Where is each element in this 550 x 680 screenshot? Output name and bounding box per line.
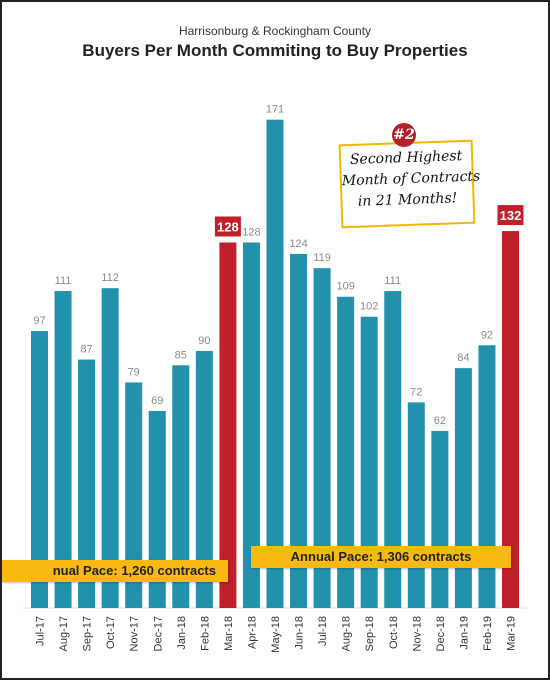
value-label-mar-19: 132 <box>500 208 522 223</box>
bar-jul-17 <box>31 331 48 608</box>
x-tick-label-nov-17: Nov-17 <box>129 616 141 651</box>
bar-sep-18 <box>360 316 378 608</box>
bar-feb-18 <box>195 351 213 608</box>
callout-note: Second Highest Month of Contracts in 21 … <box>338 139 480 229</box>
value-label-jun-18: 124 <box>289 238 307 250</box>
x-tick-label-dec-18: Dec-18 <box>435 616 447 651</box>
x-tick-label-feb-19: Feb-19 <box>482 616 494 651</box>
value-label-feb-18: 90 <box>198 335 210 347</box>
bar-mar-19 <box>502 231 519 609</box>
bar-mar-18 <box>219 242 237 608</box>
value-label-sep-18: 102 <box>360 301 378 313</box>
value-label-aug-17: 111 <box>55 275 72 287</box>
bar-aug-17 <box>54 291 72 608</box>
annual-pace-text-2017: nual Pace: 1,260 contracts <box>52 563 216 578</box>
value-badge-mar-18 <box>214 216 241 237</box>
bar-may-18 <box>266 119 284 608</box>
bar-apr-18 <box>242 242 260 608</box>
x-tick-label-jul-17: Jul-17 <box>35 616 47 646</box>
annual-pace-label-2017: nual Pace: 1,260 contracts <box>2 560 228 582</box>
x-tick-label-aug-18: Aug-18 <box>341 616 353 651</box>
value-badge-mar-19 <box>497 205 524 226</box>
value-label-nov-17: 79 <box>128 366 140 378</box>
value-label-sep-17: 87 <box>80 344 92 356</box>
x-tick-label-apr-18: Apr-18 <box>246 616 258 649</box>
value-label-nov-18: 72 <box>410 386 422 398</box>
x-tick-label-nov-18: Nov-18 <box>411 616 423 651</box>
chart-title: Buyers Per Month Commiting to Buy Proper… <box>82 41 468 60</box>
bar-jan-19 <box>454 368 472 608</box>
bar-jan-18 <box>172 365 190 608</box>
x-tick-label-jul-18: Jul-18 <box>317 616 329 646</box>
value-label-jul-18: 119 <box>313 252 331 264</box>
x-tick-label-mar-18: Mar-18 <box>223 616 235 651</box>
value-label-dec-18: 62 <box>434 415 446 427</box>
value-label-oct-18: 111 <box>384 275 401 287</box>
value-label-may-18: 171 <box>266 104 284 116</box>
value-label-apr-18: 128 <box>242 226 260 238</box>
x-tick-label-oct-18: Oct-18 <box>388 616 400 649</box>
value-label-jan-19: 84 <box>457 352 469 364</box>
bar-oct-18 <box>384 291 402 608</box>
x-tick-label-feb-18: Feb-18 <box>199 616 211 651</box>
value-label-jul-17: 97 <box>33 315 45 327</box>
x-tick-label-may-18: May-18 <box>270 616 282 653</box>
bar-dec-17 <box>148 410 166 608</box>
x-tick-label-jan-19: Jan-19 <box>458 616 470 650</box>
bar-jun-18 <box>290 253 308 608</box>
bar-aug-18 <box>337 296 355 608</box>
value-label-oct-17: 112 <box>101 272 119 284</box>
annual-pace-label-2018: Annual Pace: 1,306 contracts <box>251 546 511 568</box>
value-label-aug-18: 109 <box>336 281 354 293</box>
x-tick-label-dec-17: Dec-17 <box>152 616 164 651</box>
note-line-3: in 21 Months! <box>357 190 458 210</box>
bar-dec-18 <box>431 430 449 608</box>
x-tick-label-aug-17: Aug-17 <box>58 616 70 651</box>
note-badge: #2 <box>392 123 416 147</box>
bar-feb-19 <box>478 345 496 608</box>
value-label-dec-17: 69 <box>151 395 163 407</box>
bar-oct-17 <box>101 288 119 608</box>
bar-nov-18 <box>407 402 425 608</box>
bar-sep-17 <box>78 359 96 608</box>
value-label-jan-18: 85 <box>175 349 187 361</box>
bar-nov-17 <box>125 382 143 608</box>
bar-jul-18 <box>313 268 331 608</box>
x-tick-label-sep-17: Sep-17 <box>82 616 94 651</box>
chart-subtitle: Harrisonburg & Rockingham County <box>178 24 372 38</box>
x-tick-label-jan-18: Jan-18 <box>176 616 188 650</box>
value-label-feb-19: 92 <box>481 329 493 341</box>
value-label-mar-18: 128 <box>217 219 239 234</box>
x-tick-label-mar-19: Mar-19 <box>506 616 518 651</box>
x-tick-label-sep-18: Sep-18 <box>364 616 376 651</box>
x-tick-label-oct-17: Oct-17 <box>105 616 117 649</box>
x-tick-label-jun-18: Jun-18 <box>294 616 306 650</box>
